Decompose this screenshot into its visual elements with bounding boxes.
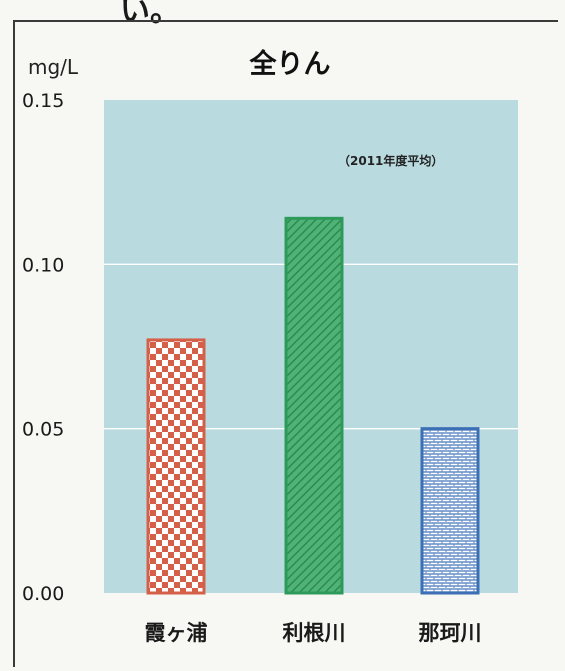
y-tick-label: 0.15 — [22, 90, 64, 112]
x-axis-ticks: 霞ヶ浦 利根川 那珂川 — [145, 621, 482, 645]
y-axis-unit-label: mg/L — [28, 55, 79, 79]
period-note: （2011年度平均） — [338, 154, 444, 168]
y-axis-ticks: 0.00 0.05 0.10 0.15 — [22, 90, 64, 605]
header-text-fragment: い。 — [120, 0, 180, 29]
bar-1 — [146, 338, 206, 595]
bars — [146, 216, 480, 595]
chart-frame — [13, 20, 558, 667]
x-tick-label: 那珂川 — [419, 621, 482, 645]
bar-3 — [420, 427, 480, 595]
bar-2 — [284, 216, 344, 595]
chart-title: 全りん — [249, 49, 331, 80]
y-tick-label: 0.10 — [22, 254, 64, 276]
x-tick-label: 霞ヶ浦 — [145, 621, 208, 645]
x-tick-label: 利根川 — [283, 621, 346, 645]
y-tick-label: 0.00 — [22, 583, 64, 605]
y-tick-label: 0.05 — [22, 419, 64, 441]
